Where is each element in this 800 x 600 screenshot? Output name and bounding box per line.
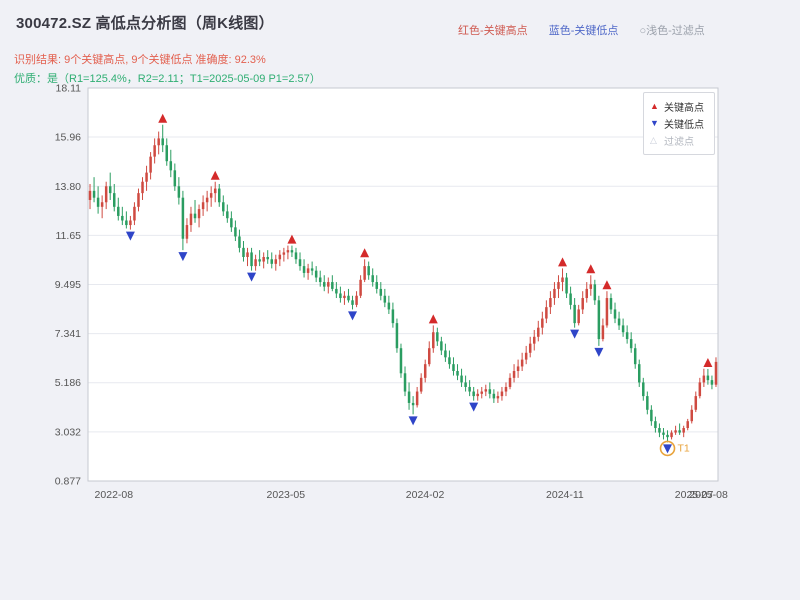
svg-text:5.186: 5.186 <box>55 377 81 389</box>
svg-text:11.65: 11.65 <box>56 230 82 242</box>
chart-legend: ▲ 关键高点 ▼ 关键低点 △ 过滤点 <box>643 92 715 155</box>
svg-text:2023-05: 2023-05 <box>267 489 306 501</box>
svg-text:2024-11: 2024-11 <box>546 489 584 501</box>
recognition-result-text: 识别结果: 9个关键高点, 9个关键低点 准确度: 92.3% <box>14 54 266 66</box>
svg-text:2025-07: 2025-07 <box>675 489 714 501</box>
legend-label-key-low: 关键低点 <box>664 120 704 131</box>
svg-text:T1: T1 <box>678 442 690 454</box>
svg-text:7.341: 7.341 <box>55 328 81 340</box>
color-key: 红色-关键高点 蓝色-关键低点 ○浅色-过滤点 <box>458 22 705 38</box>
svg-text:3.032: 3.032 <box>55 426 81 438</box>
legend-item-filtered: △ 过滤点 <box>650 132 708 149</box>
legend-item-key-low: ▼ 关键低点 <box>650 115 708 132</box>
svg-text:2022-08: 2022-08 <box>95 489 134 501</box>
legend-label-filtered: 过滤点 <box>664 137 694 148</box>
svg-text:0.877: 0.877 <box>55 476 81 488</box>
svg-text:15.96: 15.96 <box>55 132 81 144</box>
svg-text:9.495: 9.495 <box>55 279 81 291</box>
svg-text:18.11: 18.11 <box>56 83 82 95</box>
legend-item-key-high: ▲ 关键高点 <box>650 98 708 115</box>
down-triangle-icon: ▼ <box>650 118 659 128</box>
svg-text:2025-08: 2025-08 <box>689 489 728 501</box>
color-key-low-label: 蓝色-关键低点 <box>548 25 619 37</box>
svg-text:2024-02: 2024-02 <box>406 489 445 501</box>
filtered-triangle-icon: △ <box>650 135 657 145</box>
color-key-high-label: 红色-关键高点 <box>458 25 528 37</box>
quality-result-text: 优质：是（R1=125.4%，R2=2.11；T1=2025-05-09 P1=… <box>14 73 321 85</box>
page-title: 300472.SZ 高低点分析图（周K线图） <box>16 15 274 32</box>
up-triangle-icon: ▲ <box>650 101 659 111</box>
svg-text:13.80: 13.80 <box>55 181 81 193</box>
color-key-filtered-label: ○浅色-过滤点 <box>639 25 705 37</box>
legend-label-key-high: 关键高点 <box>664 103 704 114</box>
